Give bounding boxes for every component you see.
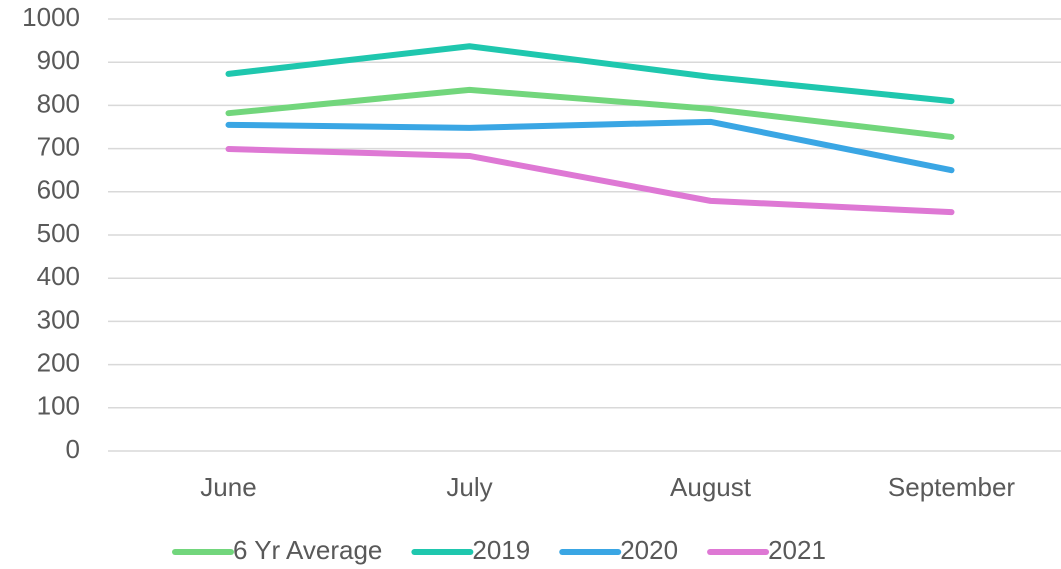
x-tick-label: August — [670, 472, 752, 502]
x-tick-label: June — [200, 472, 256, 502]
legend-label: 2020 — [620, 535, 678, 565]
legend-label: 2019 — [472, 535, 530, 565]
y-tick-label: 500 — [37, 218, 80, 248]
series-line — [225, 146, 955, 216]
series-line — [225, 118, 955, 174]
y-tick-label: 300 — [37, 304, 80, 334]
series-line — [225, 43, 955, 105]
legend-label: 6 Yr Average — [233, 535, 382, 565]
y-tick-label: 700 — [37, 131, 80, 161]
y-tick-label: 0 — [66, 434, 80, 464]
y-tick-label: 1000 — [22, 2, 80, 32]
y-tick-label: 800 — [37, 88, 80, 118]
legend-label: 2021 — [768, 535, 826, 565]
y-tick-label: 400 — [37, 261, 80, 291]
y-tick-label: 200 — [37, 347, 80, 377]
y-tick-label: 900 — [37, 45, 80, 75]
series-line — [225, 86, 955, 140]
y-tick-label: 100 — [37, 391, 80, 421]
x-tick-label: July — [446, 472, 492, 502]
y-tick-label: 600 — [37, 175, 80, 205]
x-tick-label: September — [888, 472, 1016, 502]
